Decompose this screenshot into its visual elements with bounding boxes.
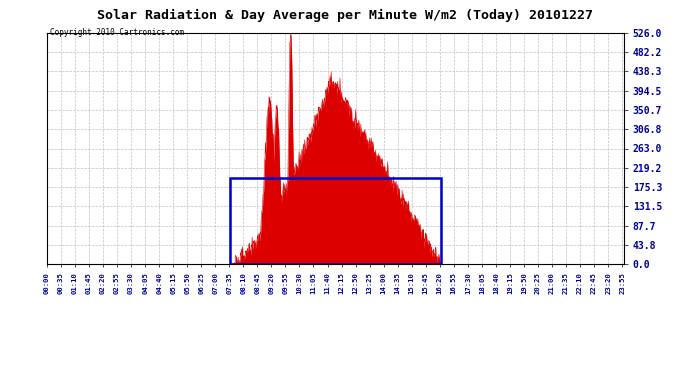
Text: Solar Radiation & Day Average per Minute W/m2 (Today) 20101227: Solar Radiation & Day Average per Minute… <box>97 9 593 22</box>
Bar <box>230 178 442 264</box>
Text: Copyright 2010 Cartronics.com: Copyright 2010 Cartronics.com <box>50 28 184 37</box>
